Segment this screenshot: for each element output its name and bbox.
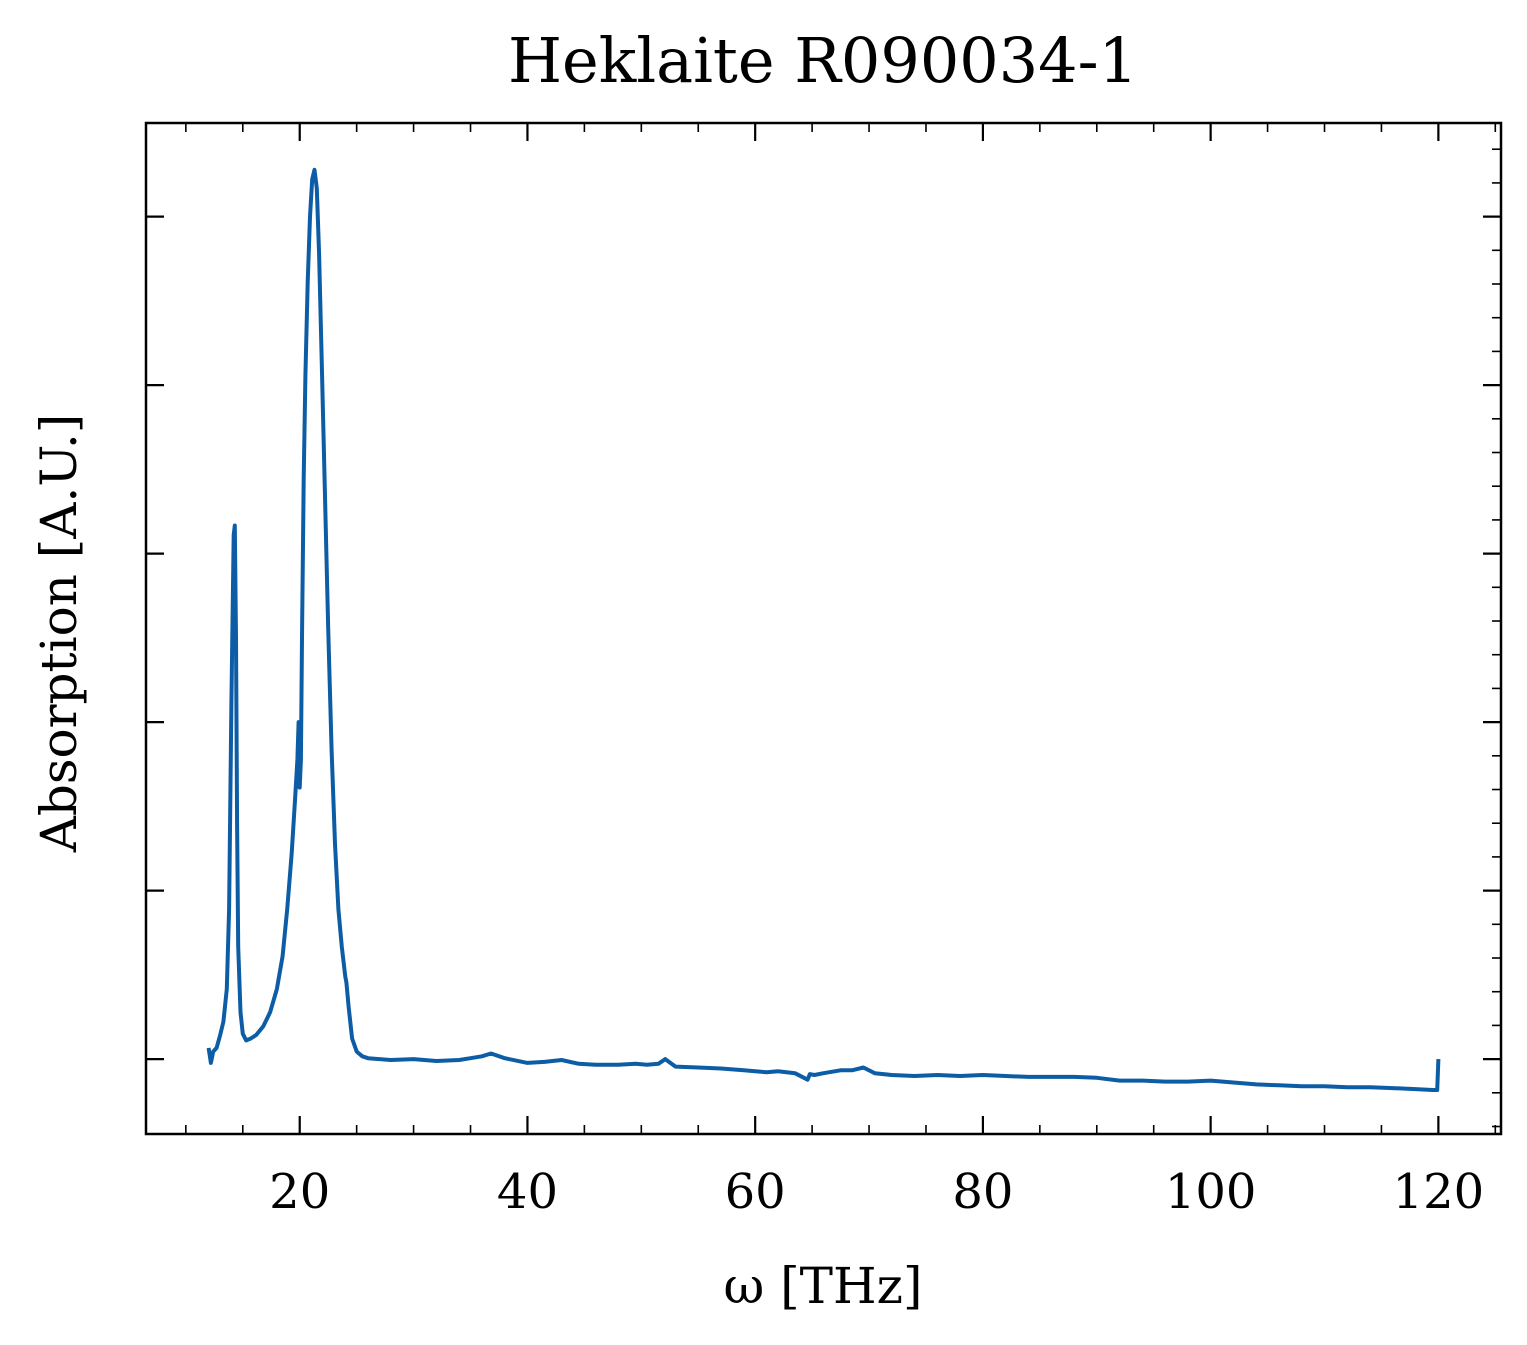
x-tick-labels: 20 40 60 80 100 120	[269, 1164, 1484, 1220]
x-axis-label: ω [THz]	[724, 1257, 923, 1315]
y-axis-label: Absorption [A.U.]	[30, 414, 88, 854]
chart-title: Heklaite R090034-1	[508, 24, 1138, 97]
absorption-series-line	[206, 167, 1441, 1092]
x-tick-label: 100	[1165, 1164, 1257, 1220]
x-tick-label: 80	[952, 1164, 1013, 1220]
ticks-layer	[146, 123, 1501, 1134]
x-tick-label: 40	[497, 1164, 558, 1220]
plot-area	[206, 167, 1441, 1092]
plot-frame	[144, 121, 1503, 1136]
x-tick-label: 120	[1393, 1164, 1485, 1220]
x-tick-label: 60	[725, 1164, 786, 1220]
x-tick-label: 20	[269, 1164, 330, 1220]
